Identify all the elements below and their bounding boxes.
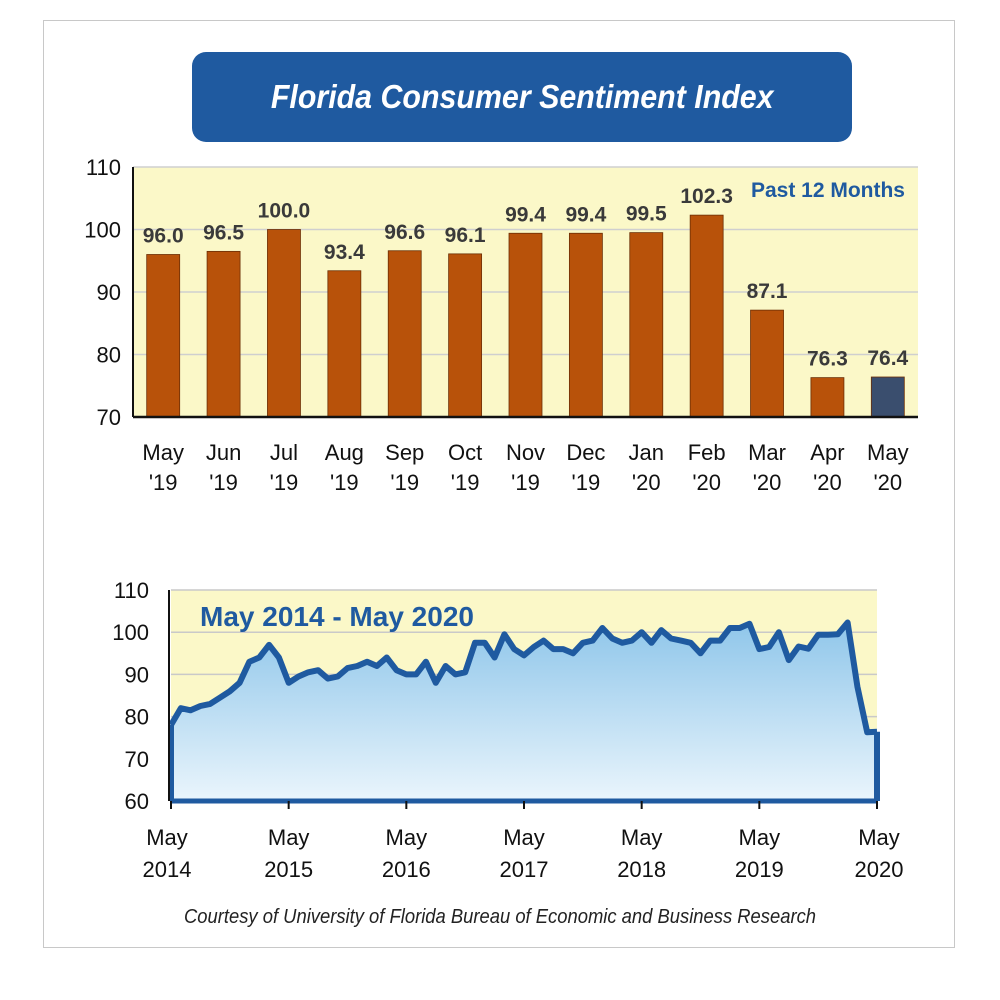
series-line: [168, 619, 878, 736]
line-area-fill: [171, 622, 877, 801]
line-x-tick-month: May: [386, 825, 428, 850]
line-y-tick-label: 70: [125, 747, 149, 772]
line-x-tick-month: May: [621, 825, 663, 850]
bar-value-label: 99.5: [626, 203, 667, 226]
bar-value-label: 99.4: [565, 203, 606, 226]
line-chart: 60 70 80 90 100 110 May 2014 May 2015 May 2016 May 20…: [112, 578, 903, 882]
bar: [629, 232, 664, 418]
line-x-tick-month: May: [739, 825, 781, 850]
bar-x-tick-year: '20: [632, 470, 661, 495]
bar-x-tick-month: Jun: [206, 440, 241, 465]
bar-x-tick-month: May: [867, 440, 909, 465]
bar-y-tick-label: 70: [97, 405, 121, 430]
bar-x-tick-month: Nov: [506, 440, 545, 465]
bar-x-tick-year: '19: [451, 470, 480, 495]
bar: [568, 232, 603, 418]
bar-annotation: Past 12 Months: [751, 179, 905, 202]
line-x-tick-year: 2016: [382, 857, 431, 882]
bar: [810, 377, 845, 418]
line-y-tick-label: 90: [125, 662, 149, 687]
credit-line: Courtesy of University of Florida Bureau…: [183, 906, 817, 928]
bar-y-tick-label: 110: [86, 155, 121, 180]
bar-value-label: 93.4: [324, 241, 365, 264]
bar-x-tick-year: '19: [209, 470, 238, 495]
bar: [206, 250, 241, 418]
bar: [327, 270, 362, 418]
bar: [146, 254, 181, 418]
line-y-tick-label: 80: [125, 705, 149, 730]
line-y-tick-label: 110: [114, 578, 149, 603]
bar-x-tick-month: Oct: [448, 440, 482, 465]
bar-x-tick-year: '20: [753, 470, 782, 495]
bar-x-tick-year: '20: [873, 470, 902, 495]
bar-value-label: 76.4: [867, 347, 908, 370]
bar-x-tick-year: '19: [511, 470, 540, 495]
bar-value-label: 96.5: [203, 221, 244, 244]
line-x-tick-month: May: [503, 825, 545, 850]
line-y-tick-label: 60: [125, 789, 149, 814]
bar-value-label: 96.0: [143, 225, 184, 248]
line-x-tick-year: 2018: [617, 857, 666, 882]
bar-x-tick-month: Aug: [325, 440, 364, 465]
bar-chart: 70 80 90 100 110 96.0 May '19 96.5 Jun '19 100.0 Jul…: [84, 155, 918, 495]
line-x-tick-year: 2020: [855, 857, 904, 882]
bar: [870, 376, 905, 418]
bar: [267, 229, 301, 418]
bar-x-tick-month: Feb: [688, 440, 726, 465]
bar: [750, 309, 784, 418]
bar-x-tick-year: '19: [572, 470, 601, 495]
bar-x-tick-year: '19: [390, 470, 419, 495]
bar-x-tick-month: Jan: [629, 440, 664, 465]
line-x-tick-year: 2019: [735, 857, 784, 882]
line-x-tick-month: May: [268, 825, 310, 850]
line-y-tick-label: 100: [112, 620, 149, 645]
bar-y-tick-label: 100: [84, 218, 121, 243]
bar-y-tick-label: 80: [97, 343, 121, 368]
line-x-tick-year: 2014: [143, 857, 192, 882]
bar-value-label: 100.0: [258, 200, 311, 223]
bar-value-label: 76.3: [807, 348, 848, 371]
bar-x-tick-year: '20: [813, 470, 842, 495]
bar-value-label: 99.4: [505, 203, 546, 226]
line-x-tick-year: 2017: [500, 857, 549, 882]
bar-x-tick-year: '20: [692, 470, 721, 495]
bar-x-tick-month: May: [142, 440, 184, 465]
bar-value-label: 87.1: [747, 280, 788, 303]
bar: [689, 214, 724, 418]
line-x-tick-month: May: [858, 825, 900, 850]
bar: [448, 253, 483, 418]
bar-x-tick-month: Dec: [566, 440, 605, 465]
line-x-tick-year: 2015: [264, 857, 313, 882]
bar-x-tick-month: Jul: [270, 440, 298, 465]
line-annotation: May 2014 - May 2020: [200, 601, 474, 632]
bar-x-tick-month: Apr: [810, 440, 844, 465]
bar-x-tick-year: '19: [270, 470, 299, 495]
chart-title: Florida Consumer Sentiment Index: [270, 78, 774, 115]
bar-y-tick-label: 90: [97, 280, 121, 305]
line-x-tick-month: May: [146, 825, 188, 850]
bar: [387, 250, 422, 418]
bar-x-tick-month: Mar: [748, 440, 786, 465]
bar-value-label: 96.1: [445, 224, 486, 247]
bar-x-tick-year: '19: [330, 470, 359, 495]
title-banner: Florida Consumer Sentiment Index: [192, 52, 852, 142]
bar-value-label: 102.3: [680, 185, 733, 208]
bar-x-tick-month: Sep: [385, 440, 424, 465]
bar: [508, 232, 543, 418]
bar-value-label: 96.6: [384, 221, 425, 244]
bar-x-tick-year: '19: [149, 470, 178, 495]
